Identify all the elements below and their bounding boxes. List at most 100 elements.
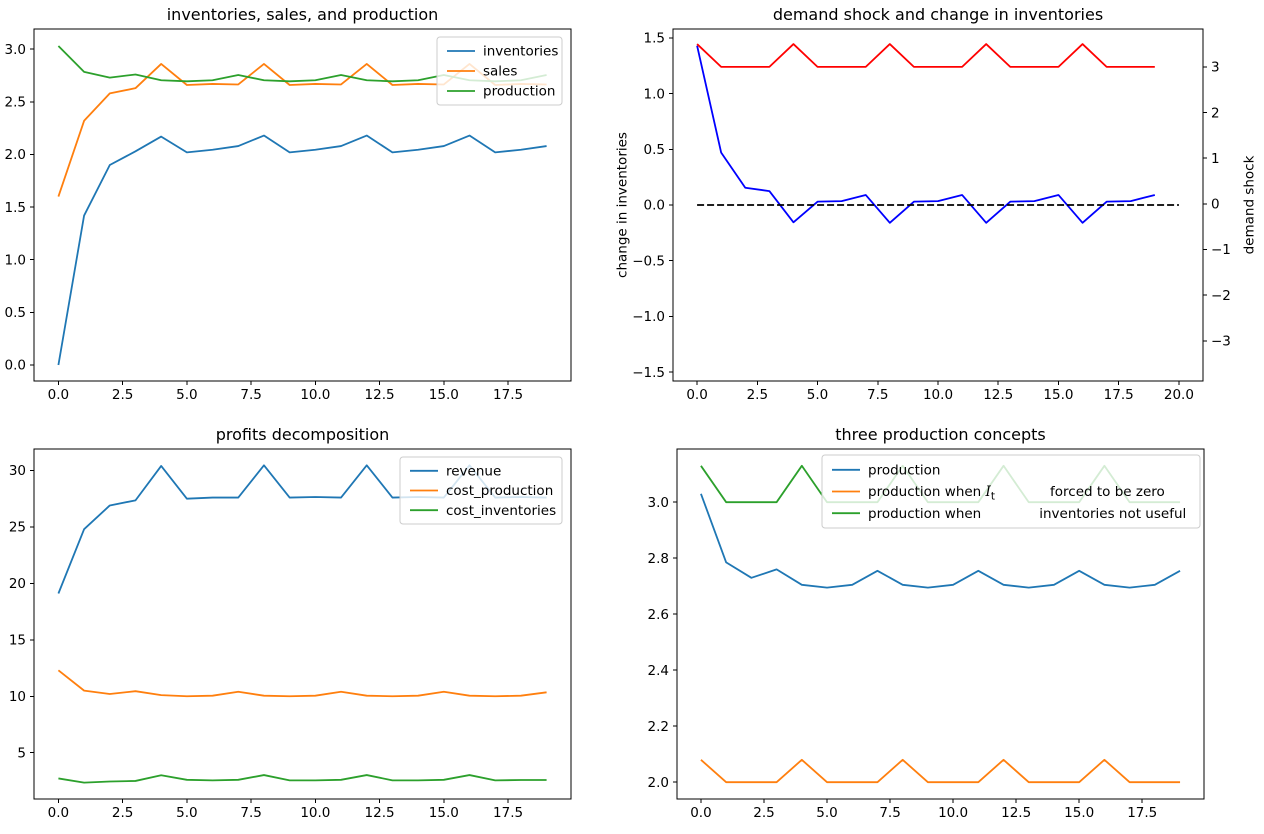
chart-title: inventories, sales, and production — [167, 5, 439, 24]
y-tick-label: 25 — [9, 520, 26, 536]
chart-title: demand shock and change in inventories — [773, 5, 1103, 24]
x-tick-label: 2.5 — [112, 805, 133, 821]
x-tick-label: 10.0 — [923, 387, 953, 403]
y-tick-label: 1.0 — [644, 86, 665, 102]
x-tick-label: 12.5 — [1001, 805, 1031, 821]
y-tick-label: 3.0 — [5, 42, 26, 58]
series-production-when-i-t-forced-to-be-zero — [700, 758, 1181, 784]
axes-frame — [33, 28, 572, 382]
x-tick-label: 10.0 — [938, 805, 968, 821]
y-tick-label: 1.0 — [5, 252, 26, 268]
chart-three-production-concepts: 0.0 2.5 5.0 7.5 10.0 12.5 15.0 17.5 2.0 2.2 2.4 2.6… — [648, 425, 1205, 821]
legend-label-sales: sales — [483, 64, 517, 80]
y-tick-label: 2.4 — [648, 663, 669, 679]
y-tick-label: 2.6 — [648, 607, 669, 623]
y-axis-left: 2.0 2.2 2.4 2.6 2.8 3.0 — [648, 495, 677, 791]
x-tick-label: 0.0 — [48, 805, 69, 821]
subplot-demand-shock-and-change-in-inventories: 0.0 2.5 5.0 7.5 10.0 12.5 15.0 17.5 20.0 −1.5 −1.0… — [615, 5, 1258, 403]
x-tick-label: 5.0 — [176, 387, 197, 403]
y-tick-label: 5 — [17, 745, 26, 761]
y-axis-left: 0.0 0.5 1.0 1.5 2.0 2.5 3.0 — [5, 42, 34, 374]
y-axis-left: −1.5 −1.0 −0.5 0.0 0.5 1.0 1.5 — [632, 31, 673, 381]
x-tick-label: 17.5 — [493, 387, 523, 403]
y-tick-label: 3.0 — [648, 495, 669, 511]
y-tick-label: 20 — [9, 576, 26, 592]
legend-label-production: production — [868, 463, 941, 479]
x-axis: 0.0 2.5 5.0 7.5 10.0 12.5 15.0 17.5 — [690, 799, 1157, 821]
legend-label-cost-production: cost_production — [446, 483, 553, 499]
y-axis-left: 5 10 15 20 25 30 — [9, 463, 34, 761]
x-tick-label: 7.5 — [879, 805, 900, 821]
x-tick-label: 2.5 — [747, 387, 768, 403]
x-axis: 0.0 2.5 5.0 7.5 10.0 12.5 15.0 17.5 — [48, 799, 523, 821]
legend: production production when It forced to be… — [821, 454, 1201, 529]
y-tick-label: 30 — [9, 463, 26, 479]
y-tick-label-right: 1 — [1211, 151, 1220, 167]
y-tick-label-right: −3 — [1211, 334, 1231, 350]
series-demand-shock — [696, 43, 1155, 68]
x-tick-label: 17.5 — [1104, 387, 1134, 403]
y-tick-label: 0.0 — [644, 198, 665, 214]
x-axis: 0.0 2.5 5.0 7.5 10.0 12.5 15.0 17.5 — [48, 381, 523, 403]
legend-label-revenue: revenue — [446, 464, 501, 480]
y-tick-label-right: 0 — [1211, 197, 1220, 213]
chart-demand-shock-and-change-in-inventories: 0.0 2.5 5.0 7.5 10.0 12.5 15.0 17.5 20.0 −1.5 −1.0… — [615, 5, 1258, 403]
y-tick-label-right: 2 — [1211, 105, 1220, 121]
x-tick-label: 5.0 — [176, 805, 197, 821]
y-tick-label: 0.5 — [5, 305, 26, 321]
y-tick-label: 2.8 — [648, 551, 669, 567]
x-tick-label: 7.5 — [240, 805, 261, 821]
x-tick-label: 15.0 — [1064, 805, 1094, 821]
x-tick-label: 2.5 — [753, 805, 774, 821]
svg-text:demand shock: demand shock — [1242, 155, 1258, 254]
chart-inventories-sales-production: 0.0 2.5 5.0 7.5 10.0 12.5 15.0 17.5 0.0 0.5 1.0 1.5… — [5, 5, 572, 403]
chart-title: three production concepts — [835, 425, 1046, 444]
x-tick-label: 10.0 — [300, 805, 330, 821]
y-tick-label-right: −2 — [1211, 288, 1231, 304]
x-tick-label: 17.5 — [1127, 805, 1157, 821]
y-tick-label: 2.5 — [5, 95, 26, 111]
x-tick-label: 0.0 — [48, 387, 69, 403]
legend-label-cost-inventories: cost_inventories — [446, 503, 556, 519]
series-inventories — [57, 134, 547, 366]
x-tick-label: 5.0 — [807, 387, 828, 403]
x-tick-label: 17.5 — [493, 805, 523, 821]
y-tick-label: 2.0 — [5, 147, 26, 163]
y-tick-label: 2.0 — [648, 775, 669, 791]
x-tick-label: 7.5 — [867, 387, 888, 403]
x-tick-label: 12.5 — [983, 387, 1013, 403]
y-tick-label: 1.5 — [644, 31, 665, 47]
y-axis-right: −3 −2 −1 0 1 2 3 — [1203, 60, 1231, 350]
y-tick-label: 10 — [9, 689, 26, 705]
y-tick-label: −1.0 — [632, 309, 665, 325]
chart-profits-decomposition: 0.0 2.5 5.0 7.5 10.0 12.5 15.0 17.5 5 10 15 20 25 30 p… — [9, 425, 572, 821]
y-tick-label: 1.5 — [5, 200, 26, 216]
chart-title: profits decomposition — [216, 425, 390, 444]
x-tick-label: 15.0 — [429, 805, 459, 821]
x-tick-label: 20.0 — [1164, 387, 1194, 403]
legend-label-inventories: inventories — [483, 44, 558, 60]
y-tick-label: 0.5 — [644, 142, 665, 158]
x-tick-label: 12.5 — [365, 805, 395, 821]
ylabel-right: demand shock — [1242, 155, 1258, 254]
y-tick-label: 2.2 — [648, 719, 669, 735]
series-change-in-inventories — [696, 45, 1156, 224]
x-tick-label: 10.0 — [300, 387, 330, 403]
subplot-three-production-concepts: 0.0 2.5 5.0 7.5 10.0 12.5 15.0 17.5 2.0 2.2 2.4 2.6… — [648, 425, 1205, 821]
legend-label-production-when-inventories-not-useful: production when inventories not useful — [868, 506, 1186, 522]
y-tick-label-right: −1 — [1211, 242, 1231, 258]
subplot-inventories-sales-production: 0.0 2.5 5.0 7.5 10.0 12.5 15.0 17.5 0.0 0.5 1.0 1.5… — [5, 5, 572, 403]
ylabel-left: change in inventories — [615, 132, 631, 278]
legend-label-production-when-i-t-forced-to-be-zero: production when It forced to be zero — [868, 484, 1165, 503]
legend: inventories sales production — [436, 36, 563, 106]
legend-label-production: production — [483, 84, 556, 100]
x-tick-label: 2.5 — [112, 387, 133, 403]
y-tick-label: −1.5 — [632, 365, 665, 381]
x-tick-label: 15.0 — [1043, 387, 1073, 403]
axes-frame — [676, 448, 1205, 800]
subplot-profits-decomposition: 0.0 2.5 5.0 7.5 10.0 12.5 15.0 17.5 5 10 15 20 25 30 p… — [9, 425, 572, 821]
svg-text:change in inventories: change in inventories — [615, 132, 631, 278]
series-production — [700, 493, 1181, 589]
y-tick-label-right: 3 — [1211, 60, 1220, 76]
